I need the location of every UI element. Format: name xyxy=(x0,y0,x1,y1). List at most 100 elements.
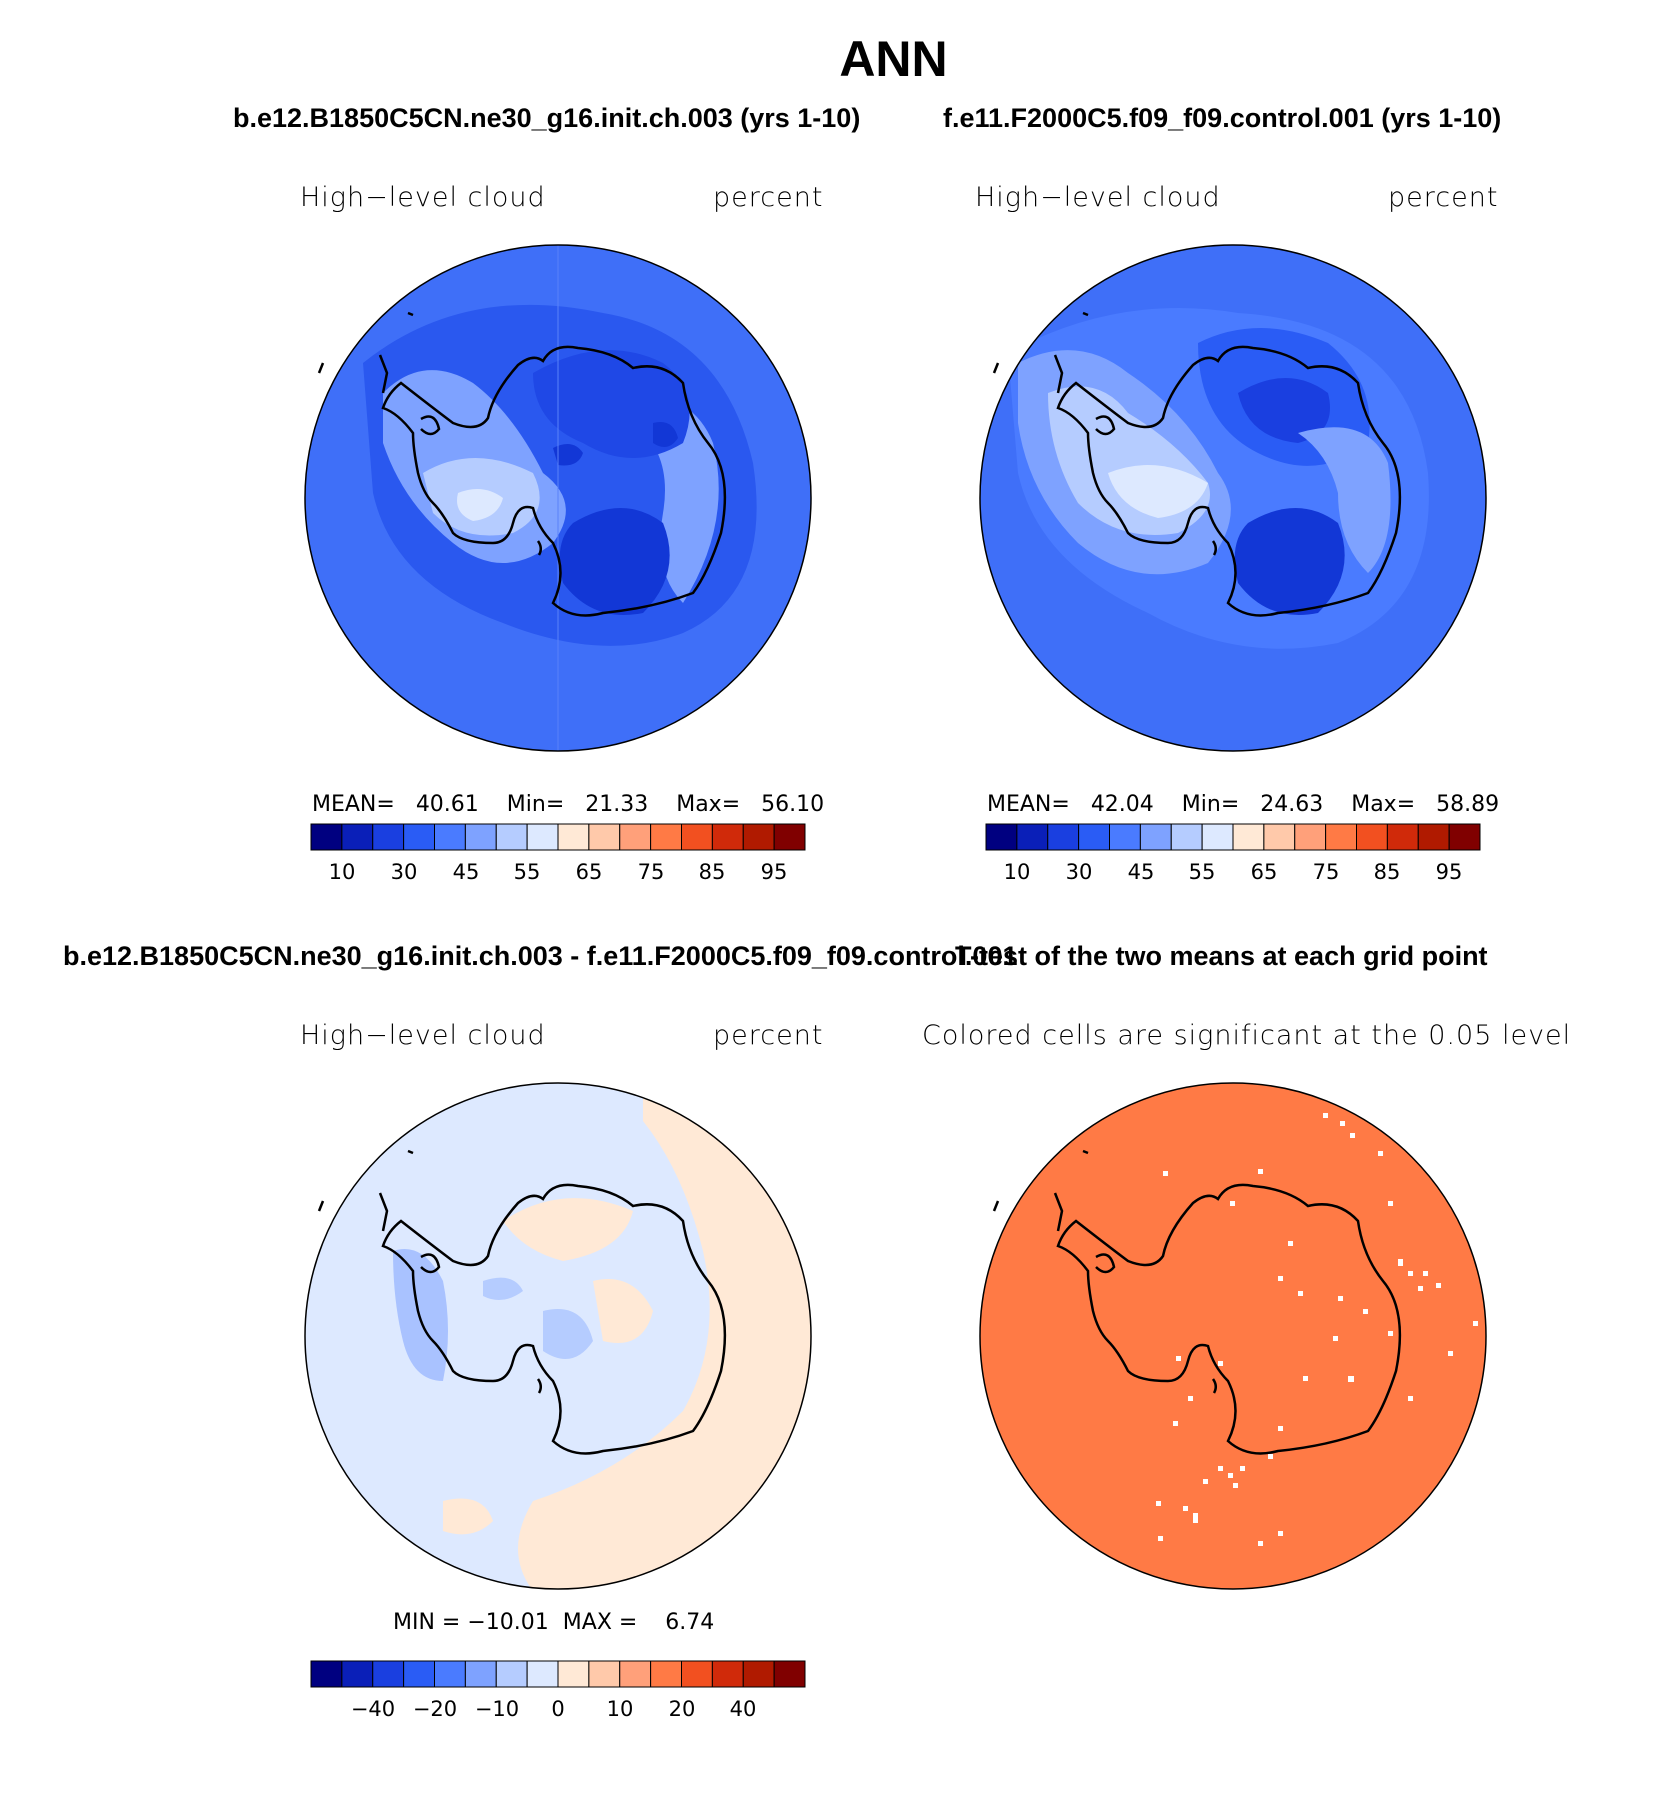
panel-test-units: percent xyxy=(713,182,824,213)
antarctica-coastline xyxy=(1056,345,1402,617)
colorbar-swatch xyxy=(681,823,713,851)
antarctica-coastline xyxy=(992,362,1000,374)
panel-control-stats: MEAN= 42.04 Min= 24.63 Max= 58.89 xyxy=(987,792,1499,817)
colorbar-tick: 95 xyxy=(760,860,788,884)
insignificant-cell xyxy=(1163,1171,1168,1176)
colorbar-swatch xyxy=(588,1660,621,1688)
insignificant-cell xyxy=(1218,1466,1223,1471)
insignificant-cell xyxy=(1473,1321,1478,1326)
panel-control-case-title: f.e11.F2000C5.f09_f09.control.001 (yrs 1… xyxy=(943,103,1502,133)
antarctica-coastline xyxy=(317,362,325,374)
colorbar-tick: 30 xyxy=(390,860,418,884)
min-label: MIN = xyxy=(393,1610,461,1635)
colorbar-swatch xyxy=(464,1660,497,1688)
max-value: 6.74 xyxy=(665,1610,715,1635)
antarctica-coastline xyxy=(407,1149,414,1155)
colorbar-swatch xyxy=(1325,823,1357,851)
antarctica-coastline xyxy=(378,354,389,394)
insignificant-cell xyxy=(1423,1271,1428,1276)
colorbar-tick: 30 xyxy=(1065,860,1093,884)
map-field xyxy=(483,1277,523,1300)
panel-test-map xyxy=(304,244,812,752)
map-boundary xyxy=(304,1082,812,1590)
map-field xyxy=(653,422,678,447)
insignificant-cell xyxy=(1388,1201,1393,1206)
max-label: MAX = xyxy=(562,1610,638,1635)
antarctica-coastline xyxy=(420,415,441,436)
insignificant-cell xyxy=(1176,1356,1181,1361)
colorbar-swatch xyxy=(434,823,466,851)
insignificant-cell xyxy=(1350,1133,1355,1138)
insignificant-cell xyxy=(1188,1396,1193,1401)
insignificant-cell xyxy=(1278,1276,1283,1281)
antarctica-coastline xyxy=(1082,1149,1089,1155)
map-field xyxy=(1238,378,1330,443)
insignificant-cell xyxy=(1418,1286,1423,1291)
colorbar-tick: 75 xyxy=(637,860,665,884)
insignificant-cell xyxy=(1388,1331,1393,1336)
insignificant-cell xyxy=(1288,1241,1293,1246)
colorbar-tick: 10 xyxy=(328,860,356,884)
colorbar-swatch xyxy=(1139,823,1172,851)
max-value: 56.10 xyxy=(761,792,825,817)
colorbar-swatch xyxy=(619,823,652,851)
antarctica-coastline xyxy=(378,1192,389,1232)
map-field xyxy=(443,1498,493,1535)
min-value: 21.33 xyxy=(585,792,649,817)
colorbar-swatch xyxy=(1386,823,1419,851)
colorbar-swatch xyxy=(403,823,435,851)
insignificant-cell xyxy=(1378,1151,1383,1156)
colorbar-swatch xyxy=(742,823,775,851)
map-boundary xyxy=(979,1082,1487,1590)
map-field xyxy=(533,350,690,458)
colorbar-swatch xyxy=(434,1660,466,1688)
antarctica-coastline xyxy=(317,1200,325,1212)
colorbar-swatch xyxy=(1016,823,1049,851)
colorbar-swatch xyxy=(773,1660,806,1688)
insignificant-cell xyxy=(1448,1351,1453,1356)
colorbar-swatch xyxy=(1109,823,1141,851)
insignificant-cell xyxy=(1173,1421,1178,1426)
colorbar-swatch xyxy=(557,1660,590,1688)
antarctica-coastline xyxy=(1095,415,1116,436)
insignificant-cell xyxy=(1240,1466,1245,1471)
colorbar-swatch xyxy=(1294,823,1327,851)
colorbar-tick: 95 xyxy=(1435,860,1463,884)
colorbar-swatch xyxy=(310,1660,343,1688)
antarctica-coastline xyxy=(1211,1378,1217,1394)
insignificant-cell xyxy=(1278,1531,1283,1536)
panel-control-variable: High−level cloud xyxy=(975,182,1221,213)
colorbar-tick: −10 xyxy=(474,1697,520,1721)
colorbar-swatch xyxy=(1356,823,1388,851)
colorbar-swatch xyxy=(495,823,528,851)
colorbar-swatch xyxy=(526,823,559,851)
insignificant-cell xyxy=(1156,1501,1161,1506)
antarctica-coastline xyxy=(381,345,727,617)
antarctica-coastline xyxy=(1056,1183,1402,1455)
panel-test-colorbar xyxy=(310,823,806,851)
map-field xyxy=(1298,427,1391,573)
colorbar-swatch xyxy=(464,823,497,851)
colorbar-tick: −20 xyxy=(412,1697,458,1721)
colorbar-tick: 65 xyxy=(1250,860,1278,884)
colorbar-swatch xyxy=(742,1660,775,1688)
colorbar-swatch xyxy=(341,823,374,851)
insignificant-cell xyxy=(1268,1454,1273,1459)
panel-ttest-title: T-test of the two means at each grid poi… xyxy=(955,941,1488,971)
significant-field xyxy=(980,1083,1486,1589)
colorbar-tick: 75 xyxy=(1312,860,1340,884)
panel-difference-stats: MIN = −10.01 MAX = 6.74 xyxy=(393,1610,714,1635)
insignificant-cell xyxy=(1183,1506,1188,1511)
min-value: 24.63 xyxy=(1260,792,1324,817)
map-field xyxy=(1108,465,1208,518)
antarctica-coastline xyxy=(1082,311,1089,317)
mean-label: MEAN= xyxy=(312,792,395,817)
colorbar-swatch xyxy=(310,823,343,851)
colorbar-swatch xyxy=(341,1660,374,1688)
colorbar-tick: 45 xyxy=(1127,860,1155,884)
antarctica-coastline xyxy=(1095,1253,1116,1274)
panel-test-variable: High−level cloud xyxy=(300,182,546,213)
colorbar-swatch xyxy=(372,823,405,851)
insignificant-cell xyxy=(1158,1536,1163,1541)
colorbar-swatch xyxy=(650,1660,682,1688)
